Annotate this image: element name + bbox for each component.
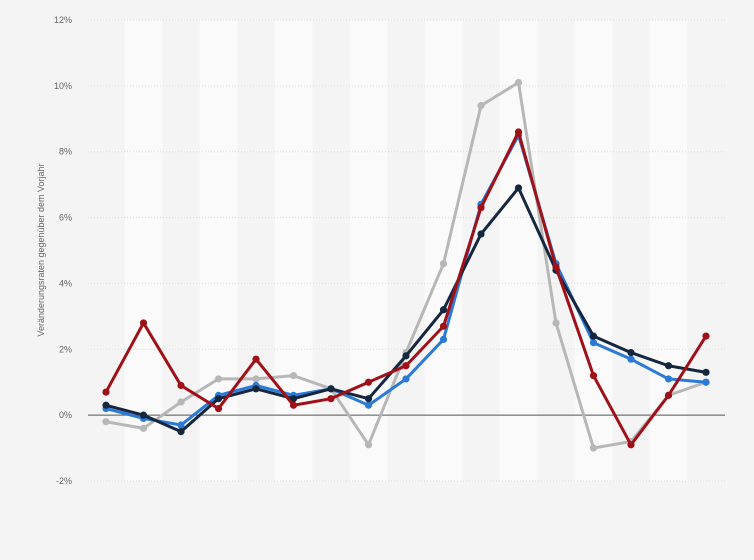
data-point — [664, 362, 673, 370]
data-point — [702, 332, 710, 340]
data-point — [552, 263, 560, 271]
data-point — [364, 395, 373, 403]
data-point — [252, 385, 260, 393]
data-point — [589, 332, 598, 340]
data-point — [102, 401, 110, 409]
data-point — [214, 404, 223, 413]
column-band — [649, 20, 688, 481]
data-point — [664, 391, 673, 399]
series-line — [104, 130, 708, 447]
data-point — [514, 184, 523, 192]
data-point — [402, 375, 410, 383]
y-tick-label: -2% — [56, 476, 72, 486]
data-point — [627, 441, 635, 449]
series-2 — [102, 131, 710, 429]
data-point — [214, 395, 223, 403]
data-point — [477, 230, 485, 238]
data-point — [139, 411, 148, 419]
data-point — [177, 398, 185, 406]
data-point — [439, 306, 448, 314]
data-point — [439, 260, 448, 268]
column-band — [424, 20, 463, 481]
data-point — [177, 381, 185, 390]
data-point — [252, 355, 260, 363]
data-point — [589, 444, 598, 452]
data-point — [627, 355, 635, 363]
data-point — [102, 418, 110, 426]
data-point — [702, 378, 710, 386]
series-3 — [102, 184, 710, 436]
data-point — [289, 372, 298, 380]
data-point — [177, 421, 185, 429]
y-axis-ticks: 12% 10% 8% 6% 4% 2% 0% -2% — [54, 15, 72, 486]
data-point — [402, 362, 410, 370]
data-point — [139, 424, 148, 432]
column-band — [274, 20, 313, 481]
data-point — [327, 385, 335, 393]
y-tick-label: 6% — [59, 213, 72, 223]
data-point — [102, 388, 110, 396]
data-point — [664, 375, 673, 383]
data-point — [439, 335, 448, 344]
data-point — [139, 319, 148, 327]
data-point — [364, 378, 373, 386]
y-tick-label: 4% — [59, 278, 72, 288]
column-band — [574, 20, 613, 481]
data-point — [252, 375, 260, 383]
series-1 — [102, 78, 710, 452]
data-point — [514, 78, 523, 87]
column-band — [124, 20, 163, 481]
y-tick-label: 2% — [59, 344, 72, 354]
data-point — [477, 204, 485, 212]
series-4 — [102, 128, 710, 449]
data-point — [477, 102, 485, 110]
data-point — [589, 372, 598, 380]
y-tick-label: 10% — [54, 81, 72, 91]
data-point — [439, 322, 448, 330]
data-point — [702, 368, 710, 376]
y-tick-label: 0% — [59, 410, 72, 420]
y-tick-label: 8% — [59, 147, 72, 157]
data-point — [289, 395, 298, 403]
data-point — [514, 128, 523, 136]
column-bands — [124, 20, 688, 481]
data-point — [552, 319, 560, 327]
y-tick-label: 12% — [54, 15, 72, 25]
data-point — [402, 352, 410, 360]
data-point — [327, 395, 335, 403]
data-point — [589, 339, 598, 347]
data-point — [289, 401, 298, 409]
gridlines — [88, 19, 725, 482]
data-point — [627, 348, 635, 357]
y-axis-title: Veränderungsraten gegenüber dem Vorjahr — [36, 163, 46, 336]
series-lines — [102, 78, 710, 452]
column-band — [499, 20, 538, 481]
data-point — [364, 441, 373, 449]
data-point — [177, 428, 185, 436]
data-point — [364, 401, 373, 409]
data-point — [214, 375, 223, 383]
